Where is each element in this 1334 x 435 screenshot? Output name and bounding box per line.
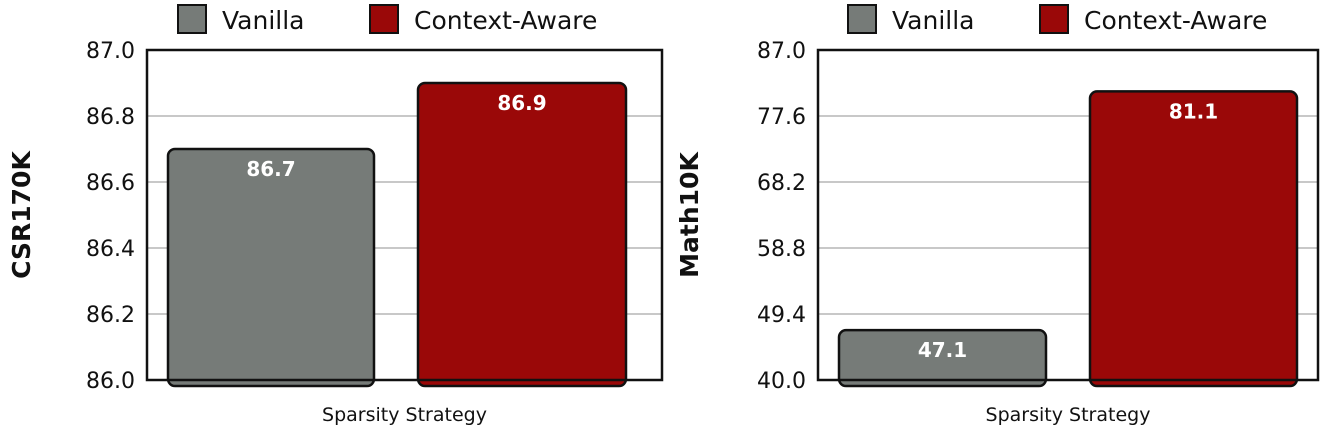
y-tick-label: 58.8 bbox=[757, 237, 806, 262]
bar-vanilla bbox=[837, 328, 1048, 388]
legend: Vanilla Context-Aware bbox=[847, 4, 1267, 35]
y-tick-label: 86.4 bbox=[86, 237, 135, 262]
y-axis-label: CSR170K bbox=[7, 150, 36, 279]
bar-value-label: 47.1 bbox=[918, 338, 967, 362]
x-axis-label: Sparsity Strategy bbox=[322, 404, 487, 426]
legend-swatch-context-aware bbox=[1039, 4, 1069, 34]
y-tick-label: 86.2 bbox=[86, 303, 135, 328]
bar-value-label: 86.7 bbox=[246, 157, 295, 181]
y-tick-label: 87.0 bbox=[757, 39, 806, 64]
legend-swatch-vanilla bbox=[177, 4, 207, 34]
y-tick-label: 49.4 bbox=[757, 303, 806, 328]
plot-frame bbox=[145, 48, 664, 382]
legend-swatch-context-aware bbox=[369, 4, 399, 34]
y-tick-label: 86.0 bbox=[86, 369, 135, 394]
plot-frame bbox=[816, 48, 1320, 382]
bar-context-aware bbox=[416, 81, 628, 388]
legend-label-vanilla: Vanilla bbox=[892, 6, 974, 35]
legend: Vanilla Context-Aware bbox=[177, 4, 597, 35]
bar-value-label: 86.9 bbox=[497, 91, 546, 115]
chart-panel-2: 40.0 49.4 58.8 68.2 77.6 87.0 47.1 81.1 Sparsity… bbox=[675, 4, 1320, 426]
y-tick-label: 40.0 bbox=[757, 369, 806, 394]
y-tick-label: 77.6 bbox=[757, 105, 806, 130]
y-tick-label: 86.6 bbox=[86, 171, 135, 196]
chart-panel-1: 86.0 86.2 86.4 86.6 86.8 87.0 86.7 86.9 Sparsity… bbox=[7, 4, 664, 426]
legend-label-context-aware: Context-Aware bbox=[414, 6, 597, 35]
y-tick-label: 86.8 bbox=[86, 105, 135, 130]
y-tick-label: 68.2 bbox=[757, 171, 806, 196]
y-axis-label: Math10K bbox=[675, 151, 704, 278]
legend-label-context-aware: Context-Aware bbox=[1084, 6, 1267, 35]
bar-vanilla bbox=[166, 147, 376, 388]
legend-label-vanilla: Vanilla bbox=[222, 6, 304, 35]
bar-context-aware bbox=[1088, 90, 1299, 388]
legend-swatch-vanilla bbox=[847, 4, 877, 34]
y-tick-label: 87.0 bbox=[86, 39, 135, 64]
bar-value-label: 81.1 bbox=[1169, 99, 1218, 123]
x-axis-label: Sparsity Strategy bbox=[986, 404, 1151, 426]
